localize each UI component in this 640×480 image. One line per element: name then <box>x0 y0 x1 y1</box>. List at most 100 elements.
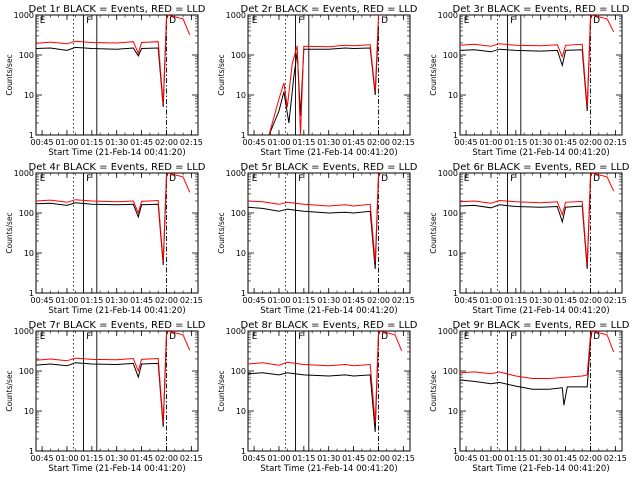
x-tick-label: 02:00 <box>155 296 178 305</box>
y-tick-label: 1000 <box>438 327 458 336</box>
x-tick-label: 01:30 <box>105 296 128 305</box>
plot-det-1: Det 1r BLACK = Events, RED = LLD 1 10 100 10… <box>5 4 206 158</box>
x-tick-label: 02:00 <box>579 296 602 305</box>
series-lld <box>248 173 381 262</box>
marker-D: D <box>593 174 600 184</box>
y-tick-label: 1 <box>241 289 246 298</box>
x-tick-label: 02:00 <box>367 454 390 463</box>
y-axis-label: Counts/sec <box>429 212 438 253</box>
y-axis-label: Counts/sec <box>217 212 226 253</box>
marker-E: E <box>40 332 46 342</box>
plot-det-7: Det 7r BLACK = Events, RED = LLD 1 10 100 10… <box>5 320 206 474</box>
series-lld <box>36 173 191 262</box>
series-events <box>460 331 593 406</box>
x-tick-label: 00:45 <box>243 138 266 147</box>
marker-F: F <box>86 174 91 184</box>
marker-D: D <box>169 16 176 26</box>
x-tick-label: 02:15 <box>180 138 203 147</box>
plot-title: Det 1r BLACK = Events, RED = LLD <box>29 4 206 15</box>
plot-frame <box>247 172 411 294</box>
x-tick-label: 01:15 <box>80 138 103 147</box>
series-lld <box>460 331 615 379</box>
y-tick-label: 100 <box>443 51 458 60</box>
marker-F: F <box>298 332 303 342</box>
plot-title: Det 5r BLACK = Events, RED = LLD <box>241 162 418 173</box>
x-tick-label: 01:45 <box>130 454 153 463</box>
plot-det-4: Det 4r BLACK = Events, RED = LLD 1 10 100 10… <box>5 162 206 316</box>
series-events <box>248 173 381 269</box>
x-tick-label: 00:45 <box>31 138 54 147</box>
x-tick-label: 01:00 <box>479 296 502 305</box>
x-tick-label: 01:15 <box>80 296 103 305</box>
plot-det-5: Det 5r BLACK = Events, RED = LLD 1 10 100 10… <box>217 162 418 316</box>
marker-E: E <box>252 174 258 184</box>
y-axis-label: Counts/sec <box>5 212 14 253</box>
marker-F: F <box>86 16 91 26</box>
plot-frame <box>35 330 199 452</box>
plot-title: Det 2r BLACK = Events, RED = LLD <box>241 4 418 15</box>
x-tick-label: 01:15 <box>504 138 527 147</box>
plot-det-2: Det 2r BLACK = Events, RED = LLD 1 10 100 10… <box>217 4 418 158</box>
plot-det-6: Det 6r BLACK = Events, RED = LLD 1 10 100 10… <box>429 162 630 316</box>
y-tick-label: 1000 <box>14 11 34 20</box>
series-lld <box>460 15 615 108</box>
x-axis-label: Start Time (21-Feb-14 00:41:20) <box>472 148 609 158</box>
x-axis-label: Start Time (21-Feb-14 00:41:20) <box>48 148 185 158</box>
y-tick-label: 1000 <box>14 327 34 336</box>
y-tick-label: 100 <box>19 209 34 218</box>
x-tick-label: 01:30 <box>105 454 128 463</box>
x-tick-label: 02:00 <box>367 296 390 305</box>
x-tick-label: 00:45 <box>455 296 478 305</box>
y-tick-label: 10 <box>448 249 458 258</box>
plot-frame <box>247 330 411 452</box>
x-tick-label: 02:00 <box>579 138 602 147</box>
x-tick-label: 01:30 <box>529 138 552 147</box>
marker-D: D <box>593 16 600 26</box>
y-axis-label: Counts/sec <box>217 370 226 411</box>
plot-frame <box>459 330 623 452</box>
plot-frame <box>459 14 623 136</box>
x-tick-label: 01:15 <box>80 454 103 463</box>
x-tick-label: 01:00 <box>267 454 290 463</box>
marker-F: F <box>510 332 515 342</box>
marker-E: E <box>40 16 46 26</box>
y-tick-label: 10 <box>448 91 458 100</box>
x-tick-label: 02:15 <box>392 138 415 147</box>
x-tick-label: 02:00 <box>367 138 390 147</box>
x-tick-label: 02:15 <box>392 296 415 305</box>
x-tick-label: 02:00 <box>155 138 178 147</box>
series-lld <box>36 15 191 104</box>
x-tick-label: 01:45 <box>342 296 365 305</box>
y-axis-label: Counts/sec <box>5 370 14 411</box>
plot-title: Det 4r BLACK = Events, RED = LLD <box>29 162 206 173</box>
x-axis-label: Start Time (21-Feb-14 00:41:20) <box>472 306 609 316</box>
x-tick-label: 01:45 <box>130 296 153 305</box>
x-tick-label: 01:00 <box>267 296 290 305</box>
marker-E: E <box>464 332 470 342</box>
x-tick-label: 02:15 <box>392 454 415 463</box>
marker-D: D <box>593 332 600 342</box>
x-axis-label: Start Time (21-Feb-14 00:41:20) <box>260 306 397 316</box>
x-tick-label: 02:15 <box>604 296 627 305</box>
marker-E: E <box>252 16 258 26</box>
x-tick-label: 02:15 <box>180 454 203 463</box>
y-tick-label: 10 <box>24 249 34 258</box>
series-events <box>36 331 169 427</box>
x-axis-label: Start Time (21-Feb-14 00:41:20) <box>48 464 185 474</box>
y-tick-label: 1 <box>453 447 458 456</box>
plot-frame <box>459 172 623 294</box>
y-tick-label: 100 <box>19 367 34 376</box>
marker-D: D <box>381 174 388 184</box>
marker-F: F <box>510 16 515 26</box>
marker-D: D <box>381 16 388 26</box>
x-tick-label: 01:30 <box>317 296 340 305</box>
y-tick-label: 10 <box>236 249 246 258</box>
x-tick-label: 01:15 <box>292 454 315 463</box>
x-tick-label: 01:00 <box>479 454 502 463</box>
y-tick-label: 1000 <box>226 169 246 178</box>
y-axis-label: Counts/sec <box>217 54 226 95</box>
y-tick-label: 100 <box>231 367 246 376</box>
y-axis-label: Counts/sec <box>5 54 14 95</box>
plot-title: Det 6r BLACK = Events, RED = LLD <box>453 162 630 173</box>
